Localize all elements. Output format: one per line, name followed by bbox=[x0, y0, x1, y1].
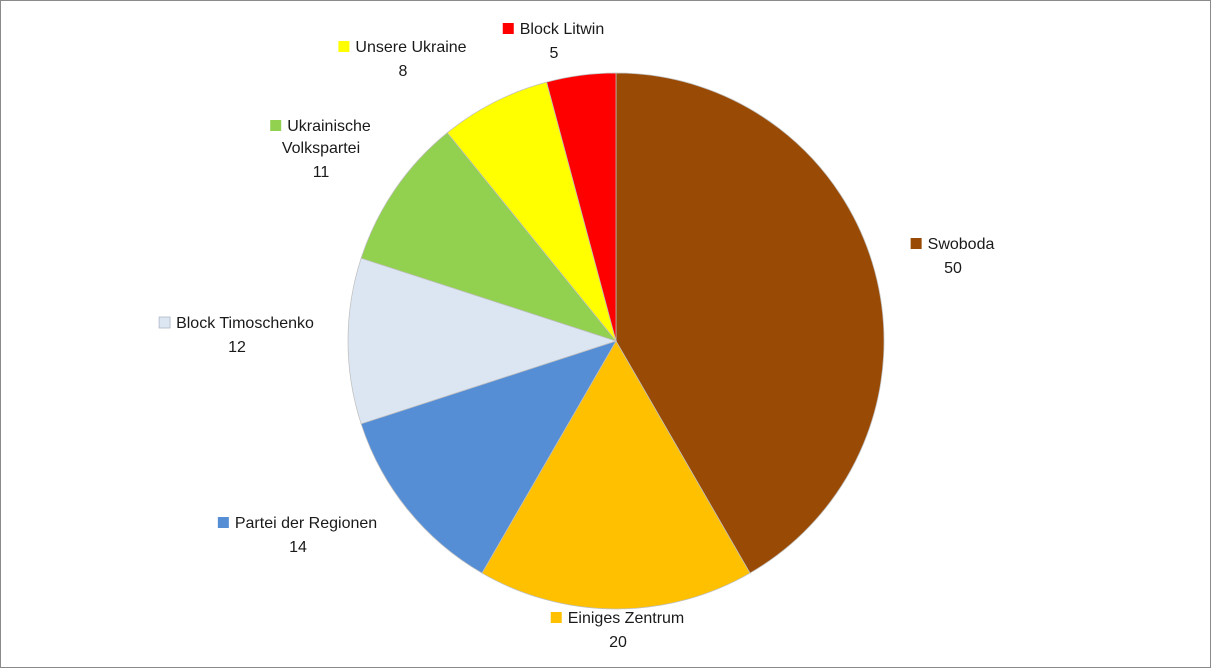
pie-slice-swoboda bbox=[615, 72, 885, 574]
slice-value-label: 50 bbox=[944, 260, 962, 277]
slice-label-text: Block Timoschenko bbox=[176, 315, 314, 332]
pie-slice-unsere-ukraine bbox=[446, 81, 617, 342]
slice-label-text: Ukrainische bbox=[287, 118, 371, 135]
legend-swatch-ukrainische-volkspartei bbox=[270, 120, 282, 131]
slice-value-label: 5 bbox=[550, 45, 559, 62]
pie-slice-einiges-zentrum bbox=[481, 340, 751, 610]
pie-slices bbox=[347, 72, 885, 610]
data-label-block-litwin: Block Litwin 5 bbox=[502, 21, 604, 62]
pie-slice-ukrainische-volkspartei bbox=[360, 132, 618, 342]
pie-slice-partei-der-regionen bbox=[360, 340, 617, 574]
data-label-partei-der-regionen: Partei der Regionen 14 bbox=[217, 515, 377, 556]
pie-slice-block-litwin bbox=[546, 72, 617, 342]
data-label-block-timoschenko: Block Timoschenko 12 bbox=[158, 315, 314, 356]
legend-swatch-block-litwin bbox=[502, 23, 514, 34]
slice-label-text: Partei der Regionen bbox=[235, 515, 377, 532]
legend-swatch-einiges-zentrum bbox=[550, 612, 562, 623]
slice-value-label: 11 bbox=[313, 164, 330, 181]
data-label-ukrainische-volkspartei: Ukrainische Volkspartei 11 bbox=[270, 118, 371, 181]
slice-value-label: 8 bbox=[399, 63, 408, 80]
slice-value-label: 20 bbox=[609, 634, 627, 651]
legend-swatch-swoboda bbox=[910, 238, 922, 249]
slice-label-text: Block Litwin bbox=[520, 21, 604, 38]
data-label-swoboda: Swoboda 50 bbox=[910, 236, 995, 277]
slice-label-text: Unsere Ukraine bbox=[355, 39, 466, 56]
slice-label-text: Swoboda bbox=[928, 236, 995, 253]
slice-label-text: Volkspartei bbox=[282, 140, 360, 157]
slice-value-label: 12 bbox=[228, 339, 246, 356]
legend-swatch-block-timoschenko bbox=[158, 316, 171, 329]
pie-slice-block-timoschenko bbox=[347, 257, 618, 425]
slice-label-text: Einiges Zentrum bbox=[568, 610, 685, 627]
legend-swatch-unsere-ukraine bbox=[338, 41, 350, 52]
slice-value-label: 14 bbox=[289, 539, 307, 556]
pie-labels: Swoboda 50 Einiges Zentrum 20 Partei der Reg… bbox=[158, 21, 995, 651]
data-label-einiges-zentrum: Einiges Zentrum 20 bbox=[550, 610, 685, 651]
legend-swatch-partei-der-regionen bbox=[217, 517, 229, 528]
data-label-unsere-ukraine: Unsere Ukraine 8 bbox=[338, 39, 467, 80]
